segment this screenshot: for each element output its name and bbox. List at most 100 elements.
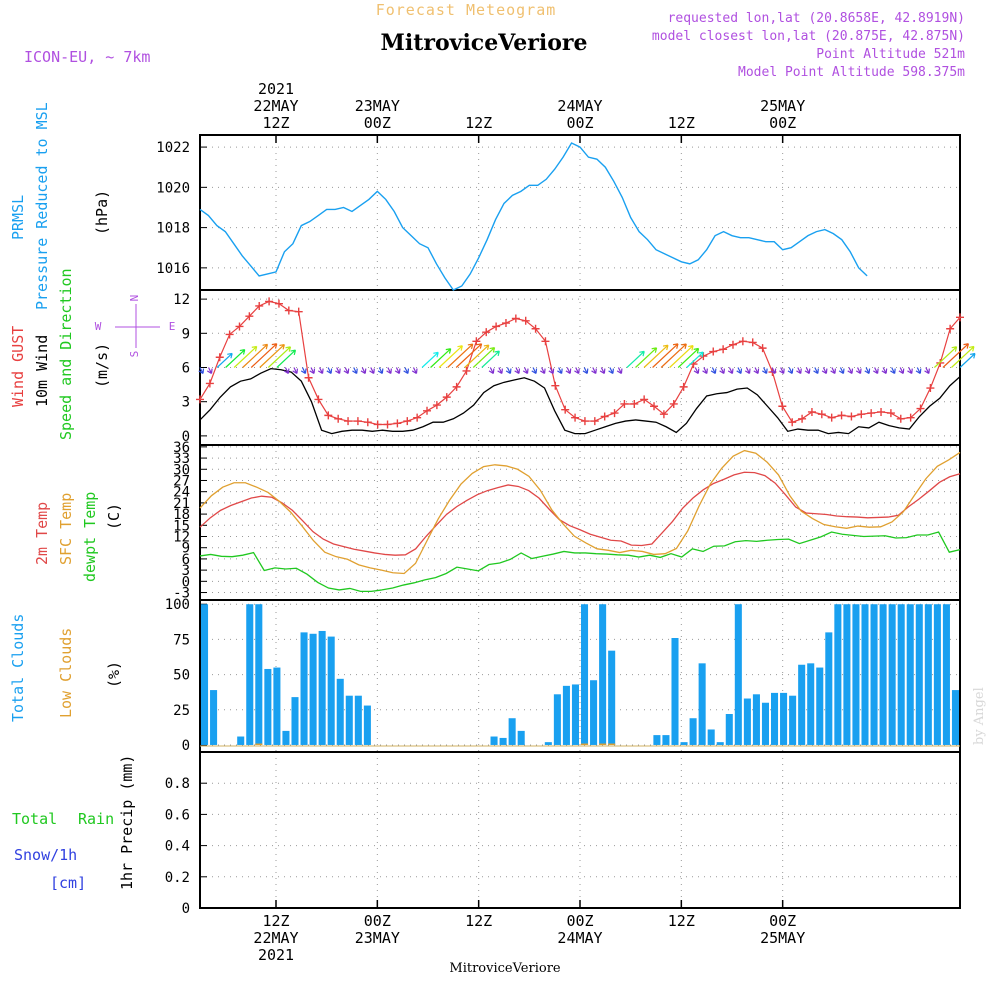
wind-arrow [608, 367, 614, 375]
wind-arrow [574, 367, 580, 375]
bottom-time-label: 12Z [465, 912, 492, 930]
y-tick-label: 100 [165, 597, 190, 613]
total-cloud-bar [716, 742, 724, 745]
total-cloud-bar [273, 667, 281, 745]
footer-location: MitroviceVeriore [449, 961, 561, 976]
plot-area: 1016101810201022036912-30369121518212427… [156, 80, 976, 964]
total-cloud-bar [780, 692, 788, 745]
snow-unit-label: [cm] [50, 874, 86, 892]
wind-arrow [557, 367, 563, 375]
wind-arrow [267, 346, 292, 368]
wind-arrow [890, 367, 896, 375]
dewpt-label: dewpt Temp [81, 492, 99, 582]
gust-marker [413, 413, 422, 422]
wind-arrow [488, 367, 495, 375]
precip-unit-label: 1hr Precip (mm) [118, 755, 136, 890]
wind-arrow [821, 367, 828, 375]
y-tick-label: 27 [173, 473, 190, 489]
bottom-time-label: 12Z [262, 912, 289, 930]
y-tick-label: 1016 [156, 261, 190, 277]
gust-marker [205, 379, 214, 388]
wind-arrow [959, 352, 976, 368]
y-tick-label: 0 [182, 574, 190, 590]
gust-marker [837, 411, 846, 420]
wind-arrow [660, 343, 687, 368]
gust-marker [492, 322, 501, 331]
total-cloud-bar [291, 697, 299, 745]
y-tick-label: 6 [182, 552, 190, 568]
gust-marker [659, 410, 668, 419]
credit-watermark: by Angel [972, 687, 987, 745]
total-cloud-bar [771, 692, 779, 745]
wind-arrow [233, 345, 258, 368]
total-cloud-bar [363, 705, 371, 745]
wind-arrow [352, 367, 358, 375]
total-cloud-bar [816, 667, 824, 745]
total-cloud-bar [834, 604, 842, 745]
total-cloud-bar [517, 730, 525, 745]
compass-e-label: E [169, 320, 176, 333]
total-cloud-bar [689, 718, 697, 745]
y-tick-label: -3 [173, 586, 190, 602]
wind-arrow [652, 343, 679, 368]
gust-marker [956, 313, 964, 322]
wind-arrow [907, 367, 913, 375]
total-cloud-bar [671, 638, 679, 745]
total-cloud-bar [553, 694, 561, 745]
total-cloud-bar [743, 698, 751, 745]
gust-marker [817, 410, 826, 419]
wind-arrow [292, 367, 299, 375]
rain-label: Rain [78, 810, 114, 828]
top-time-label: 12Z [668, 114, 695, 132]
wind-arrow [225, 349, 246, 368]
bottom-time-label: 25MAY [760, 929, 805, 947]
total-cloud-bar [807, 663, 815, 745]
wind-arrow [455, 343, 483, 368]
wind-arrow [796, 367, 802, 375]
gust-marker [324, 411, 333, 420]
top-time-label: 12Z [465, 114, 492, 132]
location-title: MitroviceVeriore [381, 30, 588, 56]
total-cloud-bar [888, 604, 896, 745]
total-cloud-bar [933, 604, 941, 745]
gust-marker [304, 373, 313, 382]
total-cloud-bar [345, 695, 353, 745]
top-time-label: 22MAY [253, 97, 298, 115]
prmsl-unit-label: (hPa) [93, 190, 111, 235]
low-clouds-label: Low Clouds [57, 628, 75, 718]
gust-marker [906, 413, 915, 422]
wind-arrow [924, 367, 930, 375]
wind-arrow [599, 367, 606, 375]
gust-marker [788, 418, 797, 427]
gust-marker [284, 306, 293, 315]
total-cloud-bar [734, 604, 742, 745]
gust-marker [709, 347, 718, 356]
total-cloud-bar [499, 737, 507, 745]
gust-marker [314, 395, 323, 404]
wind-arrow [326, 367, 333, 375]
total-cloud-bar [761, 702, 769, 745]
closest-coords: model closest lon,lat (20.875E, 42.875N) [652, 29, 965, 44]
total-cloud-bar [870, 604, 878, 745]
gust-marker [442, 393, 451, 402]
gust-marker [432, 401, 441, 410]
gust-marker [215, 353, 224, 362]
gust-marker [738, 337, 747, 346]
wind-arrow [548, 367, 555, 375]
y-tick-label: 3 [182, 563, 190, 579]
gust-marker [511, 314, 520, 323]
y-tick-label: 0.8 [165, 776, 190, 792]
gust-marker [758, 344, 767, 353]
gust-label: Wind GUST [9, 326, 27, 407]
gust-marker [630, 399, 639, 408]
wind-arrow [753, 367, 760, 375]
gust-marker [877, 407, 886, 416]
gust-marker [778, 402, 787, 411]
total-cloud-bar [653, 735, 661, 745]
pressure-frame [199, 134, 961, 291]
dewpt-line [199, 531, 961, 593]
wind-10m-label: 10m Wind [33, 335, 51, 407]
wind-arrow [531, 367, 538, 375]
wind-arrow [693, 367, 700, 375]
product-title: Forecast Meteogram [376, 1, 557, 19]
